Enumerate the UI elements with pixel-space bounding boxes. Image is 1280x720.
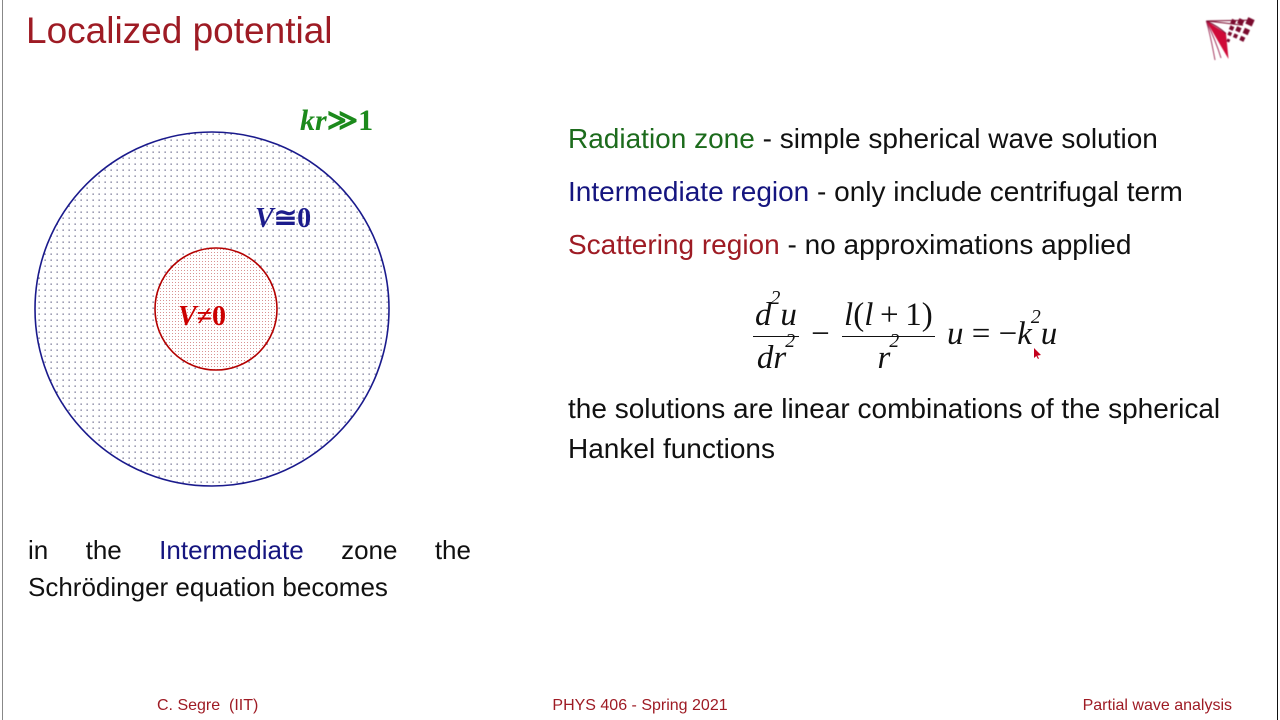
- svg-text:kr≫1: kr≫1: [300, 104, 373, 137]
- svg-text:V≅0: V≅0: [255, 203, 311, 234]
- svg-text:V≠0: V≠0: [178, 301, 226, 332]
